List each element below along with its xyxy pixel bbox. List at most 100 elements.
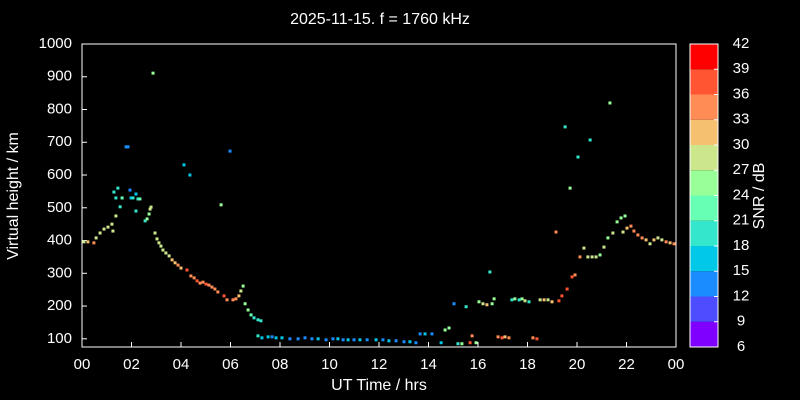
colorbar-band <box>690 321 718 347</box>
data-point <box>443 328 447 332</box>
y-tick-label: 300 <box>47 264 72 281</box>
y-tick-label: 500 <box>47 199 72 216</box>
data-point <box>570 275 574 279</box>
data-point <box>664 240 668 244</box>
data-point <box>98 231 102 235</box>
x-tick-label: 02 <box>123 356 140 373</box>
colorbar-tick-label: 15 <box>733 262 750 279</box>
data-point <box>418 332 422 336</box>
y-tick-label: 200 <box>47 297 72 314</box>
colorbar-band <box>690 145 718 171</box>
x-tick-label: 22 <box>618 356 635 373</box>
colorbar-tick-label: 36 <box>733 85 750 102</box>
data-point <box>387 339 391 343</box>
data-point <box>155 237 159 241</box>
colorbar-tick-label: 30 <box>733 136 750 153</box>
data-point <box>266 335 270 339</box>
data-point <box>249 313 253 317</box>
data-point <box>213 287 217 291</box>
colorbar-tick-label: 42 <box>733 35 750 52</box>
data-point <box>394 339 398 343</box>
data-point <box>621 230 625 234</box>
colorbar-tick-label: 6 <box>737 338 745 355</box>
data-point <box>568 186 572 190</box>
data-point <box>316 337 320 341</box>
data-point <box>148 207 152 211</box>
data-point <box>179 266 183 270</box>
data-point <box>414 341 418 345</box>
data-point <box>112 190 116 194</box>
data-point <box>126 145 130 149</box>
data-point <box>303 336 307 340</box>
colorbar-band <box>690 119 718 145</box>
data-point <box>590 255 594 259</box>
data-point <box>128 188 132 192</box>
data-point <box>188 173 192 177</box>
x-tick-label: 06 <box>222 356 239 373</box>
data-point <box>513 297 517 301</box>
data-point <box>374 338 378 342</box>
data-point <box>114 214 118 218</box>
data-point <box>204 282 208 286</box>
data-point <box>270 335 274 339</box>
x-tick-label: 00 <box>74 356 91 373</box>
data-point <box>578 255 582 259</box>
data-point <box>611 231 615 235</box>
colorbar-tick-label: 18 <box>733 237 750 254</box>
data-point <box>563 125 567 129</box>
data-point <box>110 222 114 226</box>
data-point <box>241 284 245 288</box>
data-point <box>225 298 229 302</box>
data-point <box>352 338 356 342</box>
colorbar-band <box>690 170 718 196</box>
data-point <box>147 212 151 216</box>
data-point <box>468 341 472 345</box>
data-point <box>288 337 292 341</box>
data-point <box>234 297 238 301</box>
data-point <box>481 302 485 306</box>
x-tick-label: 20 <box>569 356 586 373</box>
data-point <box>151 71 155 75</box>
data-point <box>86 240 90 244</box>
data-point <box>573 273 577 277</box>
x-tick-label: 04 <box>173 356 190 373</box>
colorbar-band <box>690 271 718 297</box>
data-point <box>456 342 460 346</box>
colorbar-tick-label: 24 <box>733 186 750 203</box>
data-point <box>94 236 98 240</box>
colorbar-tick-label: 12 <box>733 287 750 304</box>
plot-frame <box>81 43 677 348</box>
data-point <box>136 197 140 201</box>
y-tick-label: 800 <box>47 100 72 117</box>
data-point <box>625 226 629 230</box>
data-point <box>170 258 174 262</box>
chart-title: 2025-11-15. f = 1760 kHz <box>290 11 470 28</box>
x-tick-label: 00 <box>668 356 685 373</box>
data-point <box>608 101 612 105</box>
data-point <box>231 298 235 302</box>
data-point <box>114 196 118 200</box>
data-point <box>296 337 300 341</box>
colorbar-tick-label: 33 <box>733 111 750 128</box>
data-point <box>470 334 474 338</box>
data-point <box>517 298 521 302</box>
data-point <box>189 274 193 278</box>
data-point <box>550 300 554 304</box>
data-point <box>310 337 314 341</box>
data-point <box>606 236 610 240</box>
data-point <box>131 196 135 200</box>
data-point <box>120 196 124 200</box>
data-point <box>490 302 494 306</box>
data-point <box>554 230 558 234</box>
data-point <box>341 338 345 342</box>
x-tick-label: 08 <box>272 356 289 373</box>
data-point <box>207 283 211 287</box>
data-point <box>439 341 443 345</box>
data-point <box>507 336 511 340</box>
data-point <box>219 203 223 207</box>
data-point <box>582 246 586 250</box>
data-point <box>672 242 676 246</box>
y-tick-label: 700 <box>47 133 72 150</box>
x-tick-label: 16 <box>470 356 487 373</box>
data-point <box>167 254 171 258</box>
